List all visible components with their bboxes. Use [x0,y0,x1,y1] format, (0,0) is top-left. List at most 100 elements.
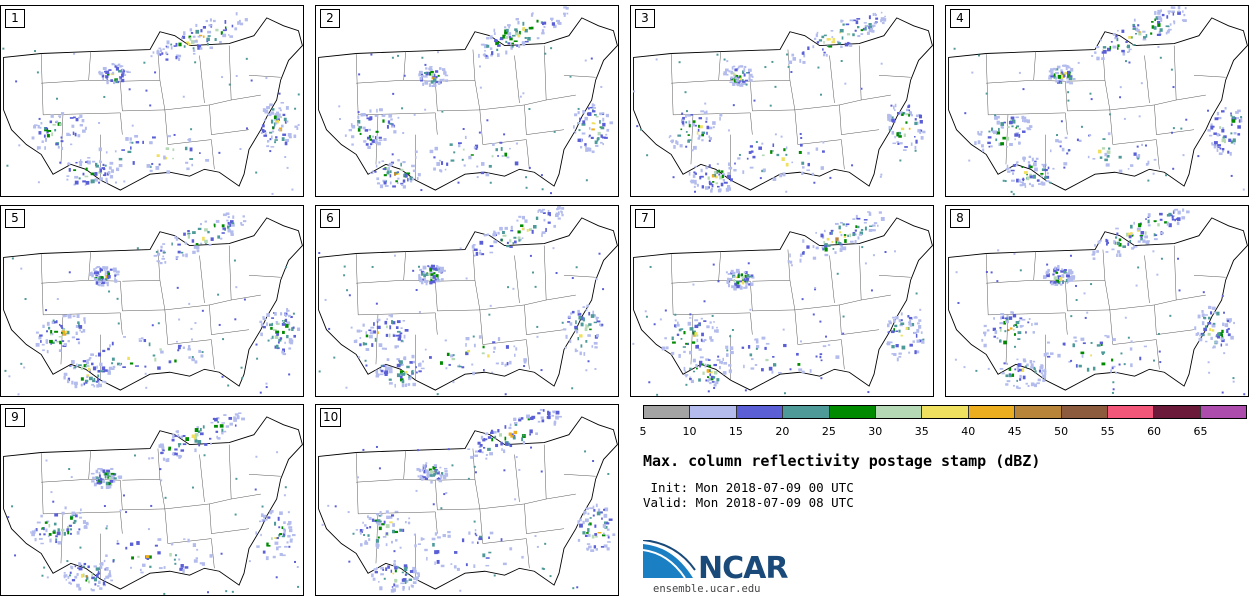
reflectivity-echo [99,72,103,76]
reflectivity-echo [436,470,439,473]
ensemble-member-panel[interactable]: 9 [0,404,304,596]
reflectivity-echo [70,476,73,479]
reflectivity-echo [407,521,411,525]
reflectivity-echo [799,258,802,263]
reflectivity-echo [149,141,153,145]
reflectivity-echo [1004,317,1008,320]
reflectivity-echo [43,527,45,531]
reflectivity-echo [1210,336,1213,340]
ensemble-member-panel[interactable]: 6 [315,205,619,397]
reflectivity-echo [553,24,557,29]
ensemble-member-panel[interactable]: 7 [630,205,934,397]
reflectivity-echo [76,338,80,341]
reflectivity-echo [823,34,827,37]
reflectivity-echo [918,319,922,322]
reflectivity-echo [515,17,519,21]
reflectivity-echo [688,120,691,125]
reflectivity-echo [153,254,158,257]
reflectivity-echo [815,147,819,151]
reflectivity-echo [396,334,400,337]
reflectivity-echo [192,250,196,254]
reflectivity-echo [232,222,235,225]
reflectivity-echo [122,366,126,368]
state-boundary [861,94,891,101]
reflectivity-echo [413,533,416,536]
reflectivity-echo [849,233,851,238]
ensemble-member-panel[interactable]: 2 [315,5,619,197]
reflectivity-echo [287,511,290,514]
reflectivity-echo [537,420,541,423]
reflectivity-echo [1068,76,1073,81]
reflectivity-echo [489,35,493,40]
ensemble-member-panel[interactable]: 3 [630,5,934,197]
reflectivity-echo [118,164,123,168]
reflectivity-echo [909,111,913,116]
reflectivity-echo [656,393,659,396]
reflectivity-echo [1068,360,1071,363]
reflectivity-echo [63,574,68,577]
ensemble-member-panel[interactable]: 8 [945,205,1249,397]
reflectivity-echo [707,379,710,383]
reflectivity-echo [443,70,446,75]
reflectivity-echo [584,327,588,332]
reflectivity-echo [386,358,390,361]
reflectivity-echo [584,518,589,523]
reflectivity-echo [217,421,219,424]
reflectivity-echo [190,128,193,131]
site-url[interactable]: ensemble.ucar.edu [653,583,761,595]
reflectivity-echo [1090,341,1093,344]
reflectivity-echo [96,384,99,388]
reflectivity-echo [383,138,387,141]
reflectivity-echo [373,322,375,326]
reflectivity-echo [327,504,330,507]
reflectivity-echo [636,125,639,128]
ensemble-member-panel[interactable]: 5 [0,205,304,397]
reflectivity-echo [369,331,374,335]
reflectivity-echo [712,181,715,183]
reflectivity-echo [162,243,166,245]
reflectivity-echo [600,546,605,548]
reflectivity-echo [785,162,789,167]
reflectivity-echo [368,135,371,139]
ensemble-member-panel[interactable]: 4 [945,5,1249,197]
reflectivity-echo [688,350,693,355]
reflectivity-echo [359,343,362,347]
ensemble-member-panel[interactable]: 1 [0,5,304,197]
state-boundary [787,249,791,281]
reflectivity-echo [171,438,175,442]
reflectivity-echo [378,526,382,531]
reflectivity-echo [408,578,413,581]
reflectivity-echo [701,332,704,337]
reflectivity-echo [565,334,568,339]
reflectivity-echo [800,340,802,343]
reflectivity-echo [287,534,291,538]
reflectivity-echo [523,365,526,368]
reflectivity-echo [582,306,586,309]
reflectivity-echo [79,516,83,519]
reflectivity-echo [234,413,239,416]
reflectivity-echo [388,366,393,371]
reflectivity-echo [1214,341,1219,344]
reflectivity-echo [106,80,109,85]
reflectivity-echo [984,332,986,337]
reflectivity-echo [63,376,66,380]
reflectivity-echo [494,39,498,43]
reflectivity-echo [284,314,287,318]
reflectivity-echo [1222,322,1225,327]
reflectivity-echo [198,349,202,353]
reflectivity-echo [55,320,58,322]
coastline-border [633,217,933,391]
reflectivity-echo [228,416,233,420]
reflectivity-echo [267,339,270,342]
reflectivity-echo [69,117,74,119]
reflectivity-echo [409,361,413,364]
reflectivity-echo [185,253,188,258]
ensemble-member-panel[interactable]: 10 [315,404,619,596]
reflectivity-echo [375,130,379,133]
reflectivity-echo [197,430,201,434]
reflectivity-echo [1205,340,1208,343]
reflectivity-echo [1029,173,1032,177]
reflectivity-echo [105,566,109,571]
reflectivity-echo [187,538,190,543]
reflectivity-echo [450,354,454,358]
